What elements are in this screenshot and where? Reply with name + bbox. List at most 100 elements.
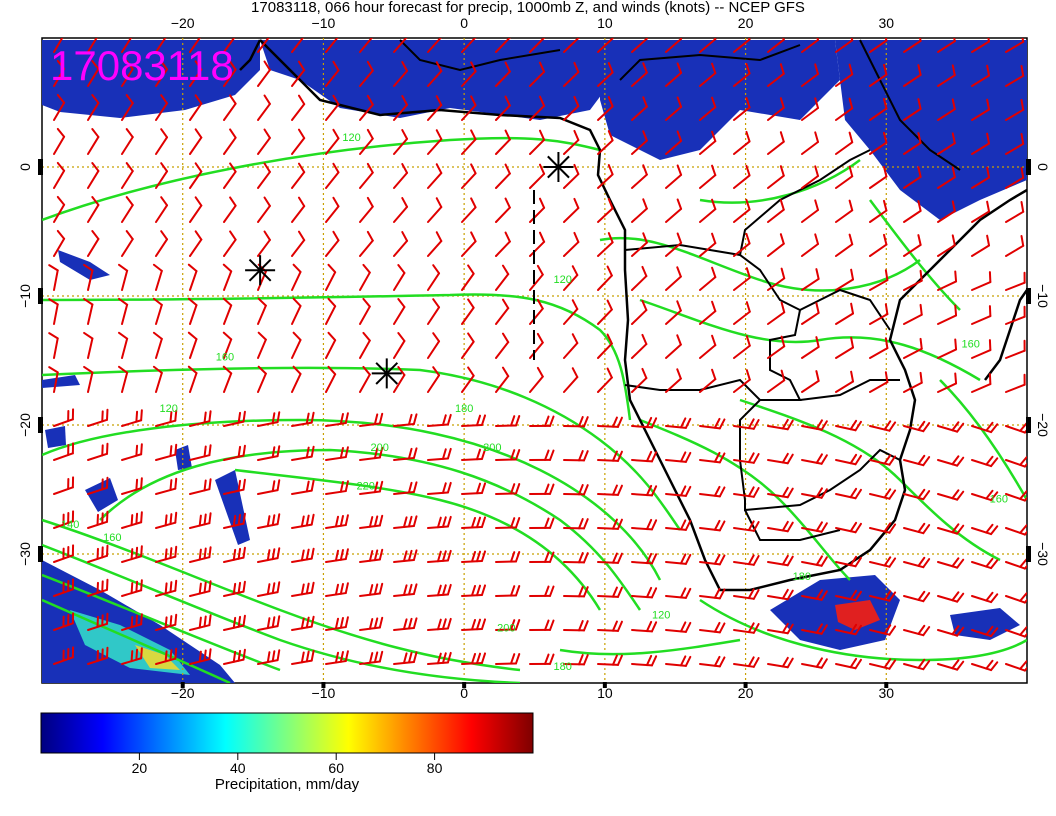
wind-barb (869, 556, 897, 568)
wind-barb (563, 61, 580, 87)
wind-barb (869, 624, 897, 636)
wind-barb (563, 163, 580, 189)
wind-barb (325, 514, 349, 529)
precip-cell-1 (85, 478, 118, 512)
wind-barb (325, 60, 340, 87)
wind-barb (121, 38, 133, 53)
wind-barb (665, 300, 682, 325)
lat-tick-label-right: −10 (1035, 284, 1051, 308)
wind-barb (189, 546, 212, 563)
wind-barb (155, 477, 178, 495)
wind-barb (529, 366, 544, 393)
wind-barb (529, 38, 546, 53)
wind-barb (563, 552, 589, 564)
wind-barb (87, 230, 100, 257)
wind-barb (393, 231, 409, 257)
wind-barb (597, 518, 623, 530)
wind-barb (325, 128, 340, 155)
wind-barb (733, 96, 751, 121)
wind-barb (257, 196, 271, 223)
wind-barb (767, 165, 785, 189)
wind-barb (665, 417, 692, 429)
wind-barb (835, 38, 854, 53)
wind-barb (495, 129, 511, 155)
lon-tick-label-top: 20 (738, 15, 754, 31)
wind-barb (869, 658, 897, 670)
wind-barb (257, 60, 271, 87)
wind-barb (325, 548, 349, 563)
wind-barb (427, 298, 441, 325)
map-axes: −20 −20 −10 −10 0 0 10 10 20 20 30 30 0 0 −10 −10 −20 −20… (17, 15, 1051, 701)
lon-tick-label-bottom: 20 (738, 685, 754, 701)
wind-barb (393, 264, 406, 291)
wind-barb (495, 264, 510, 291)
wind-barb (1005, 132, 1025, 155)
wind-barb (189, 580, 212, 597)
wind-barb (155, 409, 178, 427)
wind-barb (257, 411, 281, 427)
wind-barb (427, 481, 452, 495)
contour-label: 200 (497, 622, 515, 634)
wind-barb (427, 197, 443, 223)
wind-barb (291, 649, 315, 665)
lat-tick-mark (1026, 417, 1031, 433)
wind-barb (631, 586, 658, 599)
wind-barb (971, 557, 999, 570)
wind-barb (325, 480, 349, 495)
wind-barb (563, 333, 579, 359)
lat-tick-label-left: −10 (17, 284, 33, 308)
wind-barb (393, 366, 406, 393)
wind-barb (733, 520, 760, 532)
wind-barb (359, 616, 384, 631)
wind-barb (733, 198, 751, 223)
wind-barb (563, 231, 580, 257)
wind-barb (869, 303, 889, 325)
wind-barb (291, 297, 302, 325)
wind-barb (189, 444, 212, 461)
wind-barb (937, 270, 958, 291)
wind-barb (495, 517, 521, 529)
wind-barb (359, 60, 374, 87)
wind-barb (665, 266, 682, 291)
date-stamp: 17083118 (50, 42, 234, 89)
wind-barb (529, 298, 544, 325)
wind-barb (665, 485, 692, 497)
colorbar-tick-label: 60 (328, 760, 344, 776)
wind-barb (835, 370, 855, 393)
wind-barb (325, 230, 340, 257)
country-border (799, 379, 900, 401)
wind-barb (937, 557, 965, 569)
wind-barb (257, 547, 281, 563)
height-contour (699, 158, 861, 204)
wind-barb (427, 413, 452, 427)
wind-barb (257, 331, 267, 359)
sahel-coast (239, 39, 262, 71)
wind-barb (597, 96, 614, 121)
wind-barb (631, 333, 648, 359)
wind-barb (665, 655, 692, 667)
wind-barb (291, 196, 306, 223)
wind-barb (223, 128, 237, 155)
wind-barb (427, 515, 452, 529)
wind-barb (87, 510, 109, 529)
wind-barb (393, 447, 418, 461)
wind-barb (631, 38, 648, 53)
wind-barb (53, 442, 75, 461)
lon-tick-label-top: 30 (878, 15, 894, 31)
wind-barb (665, 38, 683, 53)
wind-barb (835, 165, 854, 189)
wind-barb (801, 38, 820, 53)
wind-barb (665, 368, 682, 393)
wind-barb (461, 163, 477, 189)
wind-barb (903, 303, 923, 325)
lat-tick-label-right: −30 (1035, 542, 1051, 566)
wind-barb (87, 442, 109, 461)
wind-barb (937, 200, 956, 223)
wind-barb (937, 64, 956, 87)
wind-barb (869, 63, 888, 87)
height-contour (42, 598, 231, 683)
wind-barb (971, 234, 991, 257)
wind-barb (257, 365, 267, 393)
wind-barb (223, 614, 246, 631)
wind-barb (325, 297, 337, 325)
